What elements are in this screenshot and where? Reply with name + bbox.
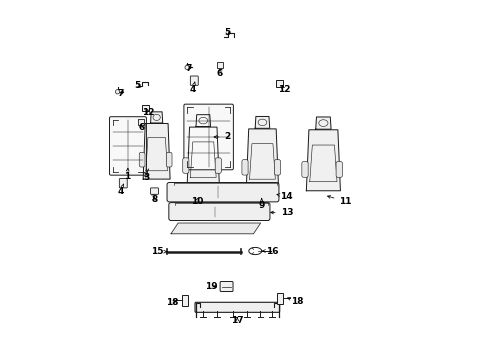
FancyBboxPatch shape	[301, 162, 307, 177]
FancyBboxPatch shape	[166, 152, 172, 167]
FancyBboxPatch shape	[150, 188, 158, 194]
Polygon shape	[150, 112, 163, 123]
Text: 7: 7	[117, 89, 124, 98]
FancyBboxPatch shape	[274, 159, 280, 175]
Bar	[137, 119, 144, 126]
FancyBboxPatch shape	[167, 183, 278, 202]
Text: 5: 5	[224, 28, 230, 37]
Polygon shape	[173, 183, 276, 185]
Text: 4: 4	[189, 82, 196, 94]
Polygon shape	[171, 223, 260, 234]
FancyBboxPatch shape	[242, 159, 247, 175]
Text: 6: 6	[138, 123, 144, 132]
Text: 19: 19	[205, 282, 217, 291]
Text: 3: 3	[143, 173, 150, 182]
Text: 15: 15	[151, 247, 166, 256]
Polygon shape	[246, 129, 278, 188]
Text: 4: 4	[117, 184, 124, 196]
FancyBboxPatch shape	[119, 179, 127, 188]
Text: 17: 17	[230, 316, 243, 325]
Text: 2: 2	[214, 132, 230, 141]
FancyBboxPatch shape	[168, 203, 269, 221]
Bar	[216, 62, 223, 68]
FancyBboxPatch shape	[183, 104, 233, 170]
FancyBboxPatch shape	[195, 302, 279, 312]
Text: 8: 8	[151, 195, 157, 204]
Bar	[276, 80, 282, 87]
Text: 14: 14	[276, 192, 292, 201]
FancyBboxPatch shape	[139, 152, 144, 167]
Text: 12: 12	[277, 85, 289, 94]
Polygon shape	[255, 117, 269, 128]
Polygon shape	[143, 123, 170, 179]
FancyBboxPatch shape	[190, 76, 198, 85]
Text: 5: 5	[134, 81, 141, 90]
Text: 10: 10	[191, 197, 203, 206]
FancyBboxPatch shape	[109, 117, 146, 175]
Text: 16: 16	[262, 247, 278, 256]
FancyBboxPatch shape	[335, 162, 342, 177]
Text: 11: 11	[327, 195, 351, 206]
Text: 6: 6	[217, 69, 223, 78]
Circle shape	[184, 65, 189, 69]
Text: 18: 18	[165, 298, 178, 307]
Circle shape	[143, 172, 148, 176]
Text: 13: 13	[270, 208, 292, 217]
Text: 12: 12	[142, 108, 154, 117]
Text: 7: 7	[185, 64, 192, 73]
Bar	[277, 293, 283, 304]
Polygon shape	[175, 203, 267, 205]
FancyBboxPatch shape	[220, 282, 233, 292]
Polygon shape	[187, 127, 219, 186]
FancyBboxPatch shape	[183, 158, 188, 173]
Text: 9: 9	[258, 198, 264, 210]
Circle shape	[115, 90, 120, 94]
Bar	[182, 295, 188, 306]
Polygon shape	[315, 117, 330, 129]
Text: 1: 1	[124, 168, 130, 181]
Polygon shape	[306, 130, 340, 191]
FancyBboxPatch shape	[215, 158, 221, 173]
Polygon shape	[196, 115, 210, 126]
Bar	[142, 105, 148, 111]
Text: 18: 18	[287, 297, 303, 306]
